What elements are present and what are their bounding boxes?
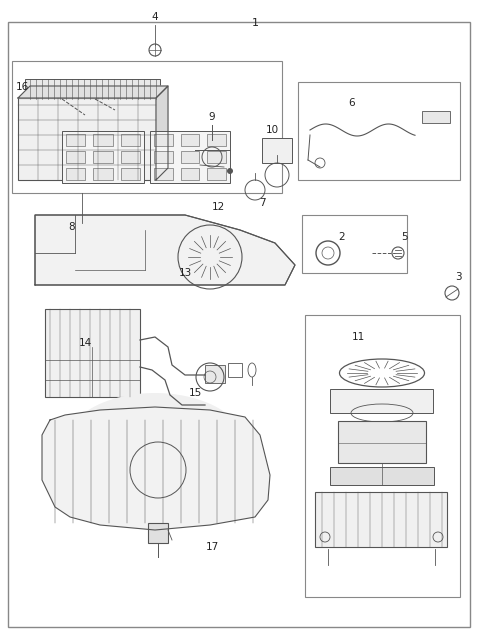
Bar (121, 133, 140, 146)
Bar (207, 133, 226, 146)
Bar (298, 82, 460, 180)
Polygon shape (35, 215, 295, 285)
Bar (180, 168, 199, 180)
Text: 13: 13 (179, 268, 192, 278)
Bar (154, 168, 173, 180)
Bar (148, 523, 168, 543)
Bar (207, 168, 226, 180)
Text: 4: 4 (152, 12, 158, 22)
Bar (330, 467, 434, 485)
Text: 14: 14 (78, 338, 92, 348)
Text: 17: 17 (205, 542, 218, 552)
Bar (62, 131, 144, 183)
Bar (25, 79, 160, 99)
Bar (121, 168, 140, 180)
Bar (94, 151, 113, 163)
Bar (12, 61, 282, 193)
Bar (66, 151, 85, 163)
Bar (66, 133, 85, 146)
Circle shape (227, 168, 233, 174)
Bar (302, 215, 407, 273)
Text: 1: 1 (252, 18, 259, 28)
Bar (18, 98, 156, 180)
Bar (154, 151, 173, 163)
Bar (180, 133, 199, 146)
Bar (205, 365, 225, 383)
Bar (315, 492, 447, 547)
Bar (228, 363, 242, 377)
Text: 6: 6 (348, 98, 355, 108)
Bar (45, 309, 140, 397)
Bar (422, 111, 450, 123)
Polygon shape (156, 86, 168, 180)
Text: 8: 8 (69, 222, 75, 232)
Text: 12: 12 (211, 202, 225, 212)
Text: 15: 15 (188, 388, 202, 398)
Polygon shape (42, 407, 270, 530)
Text: 10: 10 (265, 125, 278, 135)
Bar (121, 151, 140, 163)
Bar (180, 151, 199, 163)
Bar (154, 133, 173, 146)
Text: 9: 9 (209, 112, 216, 122)
Polygon shape (18, 86, 168, 98)
Polygon shape (70, 393, 240, 429)
Bar (262, 138, 292, 163)
Bar (66, 168, 85, 180)
Bar (305, 315, 460, 597)
Bar (330, 389, 433, 413)
Text: 7: 7 (259, 198, 265, 208)
Bar (207, 151, 226, 163)
Text: 2: 2 (339, 232, 345, 242)
Bar (150, 131, 230, 183)
Text: 3: 3 (455, 272, 461, 282)
Bar (94, 133, 113, 146)
Bar (94, 168, 113, 180)
Text: 16: 16 (15, 82, 29, 92)
Text: 11: 11 (351, 332, 365, 342)
Text: 5: 5 (402, 232, 408, 242)
Bar (338, 421, 426, 463)
